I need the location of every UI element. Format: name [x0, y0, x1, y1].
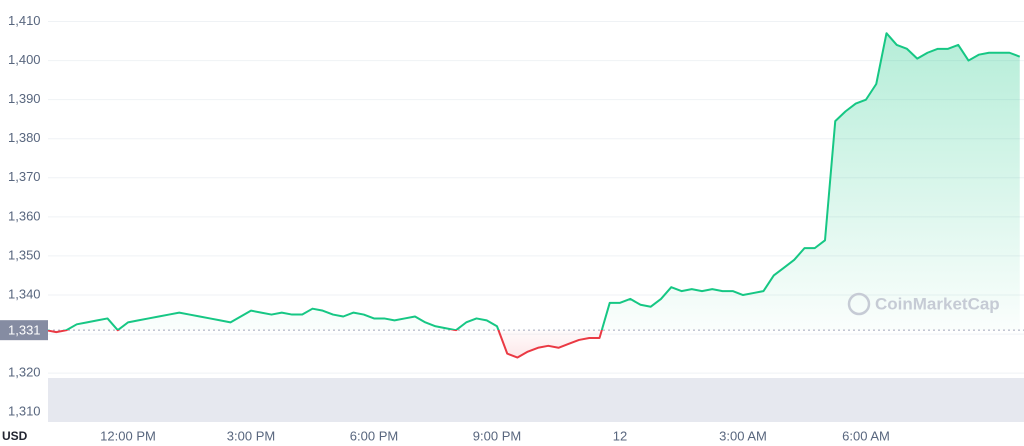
watermark: CoinMarketCap	[847, 292, 1000, 316]
y-tick-label: 1,350	[8, 247, 41, 262]
price-area	[46, 33, 1020, 358]
currency-label: USD	[2, 429, 28, 443]
labels: 1,3101,3201,3301,3401,3501,3601,3701,380…	[0, 13, 890, 443]
y-tick-label: 1,400	[8, 52, 41, 67]
x-tick-label: 6:00 PM	[350, 428, 398, 443]
x-tick-label: 9:00 PM	[473, 428, 521, 443]
y-tick-label: 1,380	[8, 130, 41, 145]
baseline-label: 1,331	[8, 323, 41, 338]
price-line	[45, 32, 1021, 359]
y-tick-label: 1,320	[8, 365, 41, 380]
x-tick-label: 3:00 AM	[719, 428, 767, 443]
watermark-logo	[847, 292, 871, 316]
x-tick-label: 6:00 AM	[842, 428, 890, 443]
y-tick-label: 1,340	[8, 286, 41, 301]
volume-band	[48, 378, 1024, 422]
x-tick-label: 12	[613, 428, 627, 443]
watermark-text: CoinMarketCap	[875, 294, 1000, 313]
x-tick-label: 3:00 PM	[227, 428, 275, 443]
baseline-label-box	[0, 320, 48, 341]
x-tick-label: 12:00 PM	[100, 428, 156, 443]
y-tick-label: 1,360	[8, 208, 41, 223]
y-tick-label: 1,310	[8, 404, 41, 419]
y-tick-label: 1,370	[8, 169, 41, 184]
plot	[45, 32, 1024, 359]
y-tick-label: 1,410	[8, 13, 41, 28]
y-tick-label: 1,390	[8, 91, 41, 106]
grid	[48, 20, 1024, 413]
